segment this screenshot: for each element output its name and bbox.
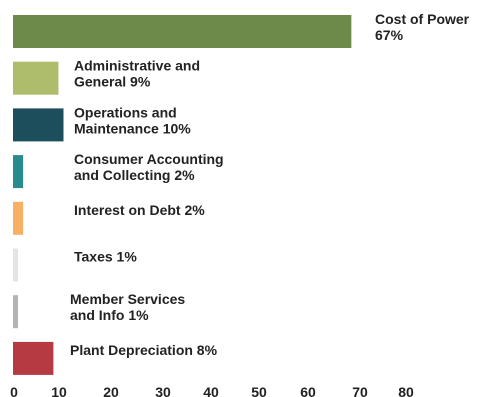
bar-7 bbox=[13, 341, 54, 375]
x-tick-10: 10 bbox=[51, 384, 67, 397]
x-tick-50: 50 bbox=[251, 384, 267, 397]
bar-0 bbox=[13, 15, 352, 48]
bar-label-1-line-1: General 9% bbox=[74, 74, 151, 90]
bar-label-0-line-0: Cost of Power bbox=[375, 11, 470, 27]
x-tick-30: 30 bbox=[155, 384, 171, 397]
bar-2 bbox=[13, 108, 64, 142]
bar-label-5-line-0: Taxes 1% bbox=[74, 249, 137, 265]
x-tick-60: 60 bbox=[300, 384, 316, 397]
bar-label-3-line-0: Consumer Accounting bbox=[74, 151, 224, 167]
bar-6 bbox=[13, 295, 19, 329]
bar-1 bbox=[13, 61, 59, 95]
x-tick-70: 70 bbox=[352, 384, 368, 397]
bar-3 bbox=[13, 155, 24, 189]
x-tick-80: 80 bbox=[398, 384, 414, 397]
x-axis-ticks: 0 10 20 30 40 50 60 70 80 bbox=[10, 384, 414, 397]
x-tick-0: 0 bbox=[10, 384, 18, 397]
bars bbox=[13, 15, 352, 375]
bar-label-6-line-1: and Info 1% bbox=[70, 307, 149, 323]
bar-label-6-line-0: Member Services bbox=[70, 291, 185, 307]
bar-5 bbox=[13, 248, 19, 282]
bar-label-0-line-1: 67% bbox=[375, 27, 404, 43]
x-tick-20: 20 bbox=[103, 384, 119, 397]
bar-label-2-line-0: Operations and bbox=[74, 104, 177, 120]
x-tick-40: 40 bbox=[203, 384, 219, 397]
bar-4 bbox=[13, 201, 24, 235]
bar-label-7-line-0: Plant Depreciation 8% bbox=[70, 342, 218, 358]
bar-label-1-line-0: Administrative and bbox=[74, 58, 200, 74]
bar-label-4-line-0: Interest on Debt 2% bbox=[74, 202, 205, 218]
bar-label-2-line-1: Maintenance 10% bbox=[74, 120, 191, 136]
bar-label-3-line-1: and Collecting 2% bbox=[74, 167, 195, 183]
